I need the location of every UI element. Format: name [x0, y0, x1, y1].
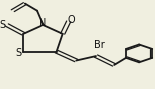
- Text: O: O: [68, 15, 76, 25]
- Text: S: S: [0, 20, 6, 30]
- Text: N: N: [39, 18, 46, 28]
- Text: S: S: [16, 48, 22, 57]
- Text: Br: Br: [94, 40, 104, 49]
